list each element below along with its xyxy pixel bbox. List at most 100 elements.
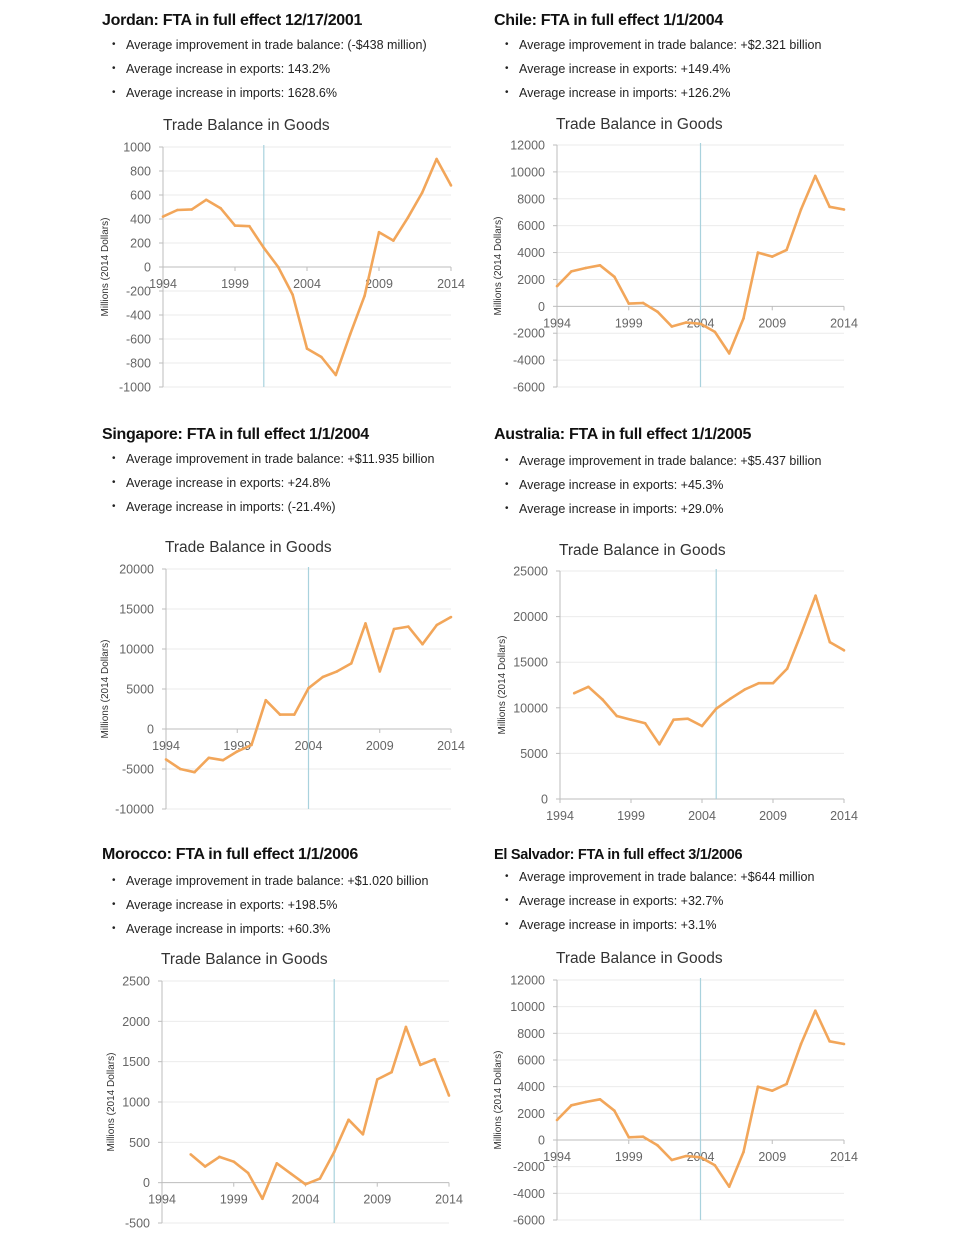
data-point [814,1009,817,1012]
y-tick-label: -6000 [513,381,545,395]
y-tick-label: 6000 [517,1054,545,1068]
data-point [449,615,453,619]
data-point [771,681,775,685]
y-tick-label: -600 [126,333,151,347]
y-tick-label: -800 [126,357,151,371]
bullet-imports: Average increase in imports: +3.1% [505,918,716,932]
data-point [785,248,788,252]
data-point [435,157,438,161]
data-point [757,681,761,685]
data-point [262,246,266,250]
x-tick-label: 1999 [615,316,643,330]
x-tick-label: 2009 [365,277,393,291]
y-tick-label: 0 [538,300,545,314]
chart-title: Trade Balance in Goods [559,542,726,559]
data-point [601,698,604,701]
panel-title-morocco: Morocco: FTA in full effect 1/1/2006 [102,846,358,863]
data-point [320,355,323,359]
data-point [176,208,179,212]
y-axis-label: Millions (2014 Dollars) [497,636,508,735]
data-point [713,330,717,334]
data-point [584,1100,587,1104]
panel-title-jordan: Jordan: FTA in full effect 12/17/2001 [102,12,363,29]
bullet-imports: Average increase in imports: (-21.4%) [112,500,336,514]
x-tick-label: 2009 [759,809,787,823]
data-point [670,1158,674,1162]
y-tick-label: -10000 [115,803,154,817]
data-point [361,1132,365,1136]
y-tick-label: 600 [130,189,151,203]
bullet-exports: Average increase in exports: 143.2% [112,62,330,76]
data-point [335,670,339,673]
x-tick-label: 2014 [437,277,465,291]
y-tick-label: 0 [147,723,154,737]
data-point [246,1171,250,1175]
data-point [570,1104,573,1107]
data-point [406,216,410,220]
data-point [363,294,366,298]
data-point [814,594,817,597]
data-point [656,310,659,314]
y-tick-label: 5000 [126,683,154,697]
data-point [392,239,395,242]
chart-title: Trade Balance in Goods [556,116,723,133]
data-point [275,1162,279,1165]
data-point [291,293,294,296]
data-point [684,1154,688,1158]
data-point [555,284,559,288]
bullet-trade-balance: Average improvement in trade balance: +$… [112,452,434,466]
data-point [406,625,410,628]
data-point [598,264,602,267]
data-point [727,352,731,355]
data-point [419,1063,422,1067]
y-tick-label: -4000 [513,1187,545,1201]
trade-balance-line [189,1025,451,1201]
y-tick-label: -4000 [513,354,545,368]
chart-title: Trade Balance in Goods [556,950,723,967]
data-point [842,1042,846,1046]
y-tick-label: 500 [129,1136,150,1150]
y-tick-label: -2000 [513,1160,545,1174]
bullet-imports: Average increase in imports: +29.0% [505,502,723,516]
panel-title-el-salvador: El Salvador: FTA in full effect 3/1/2006 [494,847,743,863]
bullet-imports: Average increase in imports: +126.2% [505,86,730,100]
y-tick-label: 10000 [510,1000,545,1014]
y-tick-label: 400 [130,213,151,227]
data-point [713,1164,717,1167]
data-point [421,642,424,646]
data-point [207,756,211,760]
data-point [292,713,296,716]
y-tick-label: 800 [130,165,151,179]
data-point [643,722,647,725]
data-point [218,1155,221,1159]
y-tick-label: 4000 [517,1080,545,1094]
data-point [729,697,732,700]
data-point [814,174,817,178]
x-tick-label: 1999 [221,277,249,291]
panel-title-australia: Australia: FTA in full effect 1/1/2005 [494,426,752,443]
data-point [221,758,225,762]
y-tick-label: 5000 [520,747,548,761]
data-point [203,1165,207,1168]
data-point [627,1136,631,1139]
data-point [232,1160,236,1163]
data-point [189,1153,192,1156]
data-point [613,1109,616,1112]
data-point [278,713,282,716]
y-tick-label: 10000 [119,643,154,657]
y-tick-label: 8000 [517,192,545,206]
y-tick-label: -1000 [119,381,151,395]
data-point [842,649,846,652]
data-point [699,322,702,326]
data-point [799,208,803,211]
data-point [672,718,675,721]
data-point [349,662,353,665]
data-point [656,1144,659,1147]
x-tick-label: 2014 [830,1150,858,1164]
data-point [261,1197,264,1201]
data-point [404,1025,408,1029]
data-point [828,205,831,209]
data-point [264,698,268,702]
y-tick-label: -400 [126,309,151,323]
